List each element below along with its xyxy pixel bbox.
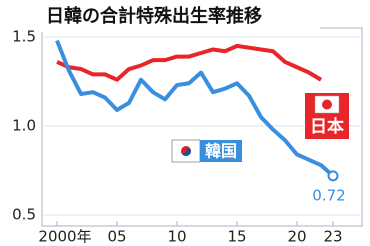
korea-legend: 韓国	[171, 139, 242, 163]
title-bg	[40, 2, 320, 32]
end-point	[327, 170, 339, 182]
x-tick-label: 10	[167, 228, 186, 246]
x-tick-label: 23	[323, 228, 342, 246]
legend-label: 日本	[310, 116, 344, 137]
series-line	[55, 39, 335, 178]
x-tick-label: 05	[107, 228, 126, 246]
flag-disc-blue	[181, 148, 191, 156]
y-tick-label: 0.5	[12, 206, 36, 224]
y-tick-label: 1.5	[12, 28, 36, 46]
value-label: 0.72	[312, 186, 345, 204]
series-line	[56, 43, 323, 82]
x-tick-label: 2000年	[38, 228, 91, 246]
y-tick-label: 1.0	[12, 117, 36, 135]
chart-title: 日韓の合計特殊出生率推移	[46, 5, 262, 27]
legend-box	[200, 140, 242, 162]
x-tick-label: 20	[287, 228, 306, 246]
japan-legend: 日本	[305, 93, 349, 139]
legend-label: 韓国	[205, 142, 237, 161]
x-tick-label: 15	[227, 228, 246, 246]
flag-disc	[322, 99, 332, 110]
